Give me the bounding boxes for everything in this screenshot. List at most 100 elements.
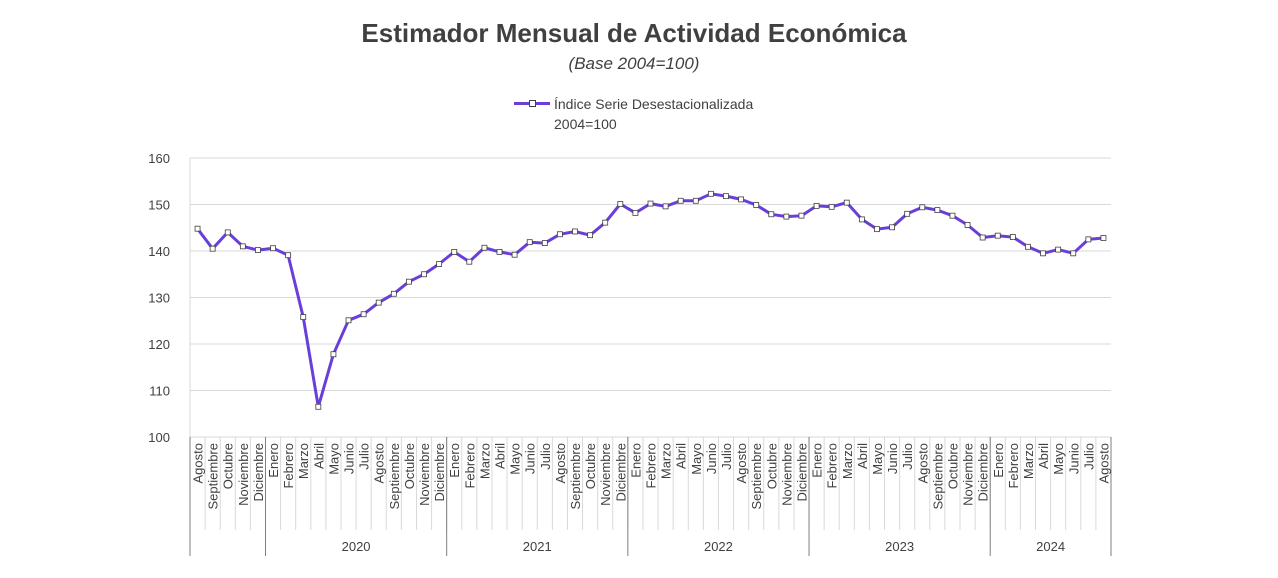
data-point	[783, 213, 790, 220]
x-tick-label: Octubre	[764, 443, 779, 489]
x-tick-label: Junio	[342, 443, 357, 474]
data-point	[813, 202, 820, 209]
x-tick-label: Septiembre	[749, 443, 764, 509]
data-point	[617, 201, 624, 207]
data-point	[919, 204, 926, 211]
x-tick-label: Julio	[538, 443, 553, 470]
x-tick-label: Febrero	[1006, 443, 1021, 489]
x-tick-label: Marzo	[477, 443, 492, 479]
x-tick-label: Julio	[719, 443, 734, 470]
data-point	[496, 249, 503, 255]
x-tick-label: Agosto	[191, 443, 206, 483]
x-tick-label: Mayo	[870, 443, 885, 475]
data-point	[587, 232, 594, 239]
x-tick-label: Julio	[900, 443, 915, 470]
year-label: 2023	[885, 539, 914, 554]
legend-marker	[529, 100, 536, 107]
data-point	[572, 228, 578, 235]
x-tick-label: Enero	[628, 443, 643, 478]
data-point	[707, 190, 714, 197]
x-tick-label: Marzo	[1021, 443, 1036, 479]
x-tick-label: Febrero	[462, 443, 477, 489]
x-tick-label: Marzo	[659, 443, 674, 479]
x-tick-label: Febrero	[644, 443, 659, 489]
x-tick-label: Abril	[855, 443, 870, 469]
x-tick-label: Junio	[1066, 443, 1081, 474]
x-tick-label: Abril	[674, 443, 689, 469]
data-point	[647, 200, 654, 207]
x-tick-label: Agosto	[372, 443, 387, 483]
data-point	[360, 311, 367, 318]
data-point	[964, 222, 971, 228]
x-tick-label: Abril	[1036, 443, 1051, 469]
x-tick-label: Diciembre	[251, 443, 266, 502]
x-tick-label: Mayo	[1051, 443, 1066, 475]
data-point	[390, 290, 397, 297]
x-tick-label: Marzo	[840, 443, 855, 479]
x-tick-label: Enero	[447, 443, 462, 478]
x-tick-label: Junio	[704, 443, 719, 474]
data-point	[511, 251, 518, 258]
x-tick-label: Noviembre	[779, 443, 794, 506]
year-label: 2020	[342, 539, 371, 554]
data-point	[889, 224, 895, 231]
x-tick-label: Septiembre	[206, 443, 221, 509]
x-tick-label: Diciembre	[794, 443, 809, 502]
data-point	[345, 317, 352, 324]
data-point	[406, 278, 412, 285]
data-point	[421, 271, 427, 278]
legend-swatch	[514, 94, 550, 112]
data-point	[904, 210, 911, 217]
data-point	[692, 197, 699, 204]
x-tick-label: Noviembre	[961, 443, 976, 506]
x-tick-label: Octubre	[945, 443, 960, 489]
data-point	[662, 203, 669, 210]
data-point	[828, 203, 835, 210]
y-tick-label: 110	[149, 384, 170, 399]
data-point	[858, 216, 865, 223]
x-tick-label: Junio	[885, 443, 900, 474]
data-point	[300, 314, 307, 320]
x-tick-label: Octubre	[221, 443, 236, 489]
data-point	[1070, 250, 1077, 257]
data-point	[270, 245, 276, 252]
x-tick-label: Febrero	[825, 443, 840, 489]
year-label: 2024	[1036, 539, 1065, 554]
data-point	[934, 207, 941, 213]
year-label: 2022	[704, 539, 733, 554]
x-tick-label: Diciembre	[976, 443, 991, 502]
x-tick-label: Mayo	[508, 443, 523, 475]
y-tick-label: 160	[148, 151, 170, 166]
data-point	[1009, 234, 1016, 240]
data-point	[481, 244, 488, 251]
x-tick-label: Octubre	[402, 443, 417, 489]
data-point	[1025, 243, 1031, 250]
x-tick-label: Abril	[493, 443, 508, 469]
data-point	[224, 229, 231, 236]
data-point	[375, 299, 382, 306]
chart-subtitle: (Base 2004=100)	[568, 54, 700, 73]
x-tick-label: Noviembre	[236, 443, 251, 506]
legend-label: Índice Serie Desestacionalizada 2004=100	[554, 96, 754, 132]
data-point	[979, 234, 986, 241]
data-point	[255, 247, 261, 253]
data-point	[874, 226, 880, 233]
data-point	[798, 212, 805, 219]
x-tick-label: Noviembre	[598, 443, 613, 506]
x-tick-label: Marzo	[296, 443, 311, 479]
data-point	[753, 202, 760, 208]
data-point	[285, 252, 292, 259]
year-label: 2021	[523, 539, 552, 554]
x-tick-label: Enero	[810, 443, 825, 478]
data-point	[194, 225, 201, 232]
x-tick-label: Enero	[266, 443, 281, 478]
x-tick-label: Julio	[1081, 443, 1096, 470]
x-tick-label: Enero	[991, 443, 1006, 478]
x-tick-label: Febrero	[281, 443, 296, 489]
data-point	[602, 219, 609, 226]
data-point	[526, 239, 533, 246]
data-point	[541, 240, 548, 246]
x-tick-label: Mayo	[326, 443, 341, 475]
x-tick-label: Junio	[523, 443, 538, 474]
